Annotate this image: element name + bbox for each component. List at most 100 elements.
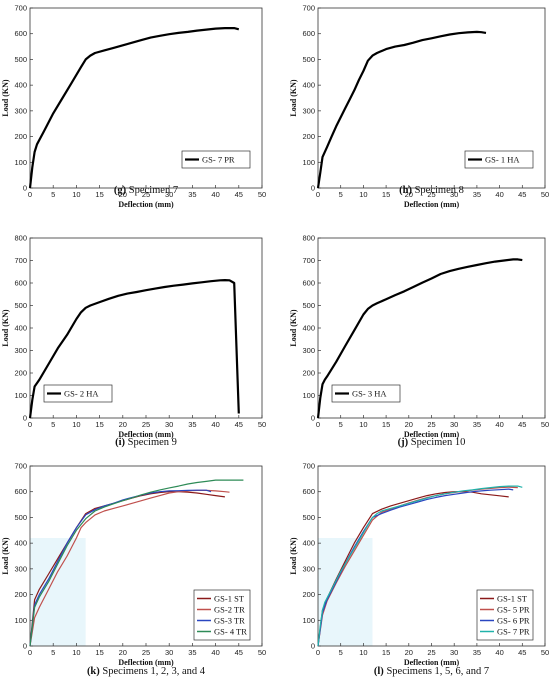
y-tick-label: 300 [14,106,27,115]
x-tick-label: 0 [316,648,320,657]
legend-box [43,384,113,403]
caption-text: Specimens 1, 5, 6, and 7 [383,666,490,677]
legend-entry: GS-1 ST [214,594,245,604]
caption-text: Specimens 1, 2, 3, and 4 [99,666,206,677]
x-tick-label: 45 [235,190,243,199]
x-axis-label: Deflection (mm) [404,200,460,209]
series-line-4 [29,479,244,647]
x-tick-label: 45 [235,420,243,429]
y-axis-label: Load (KN) [289,537,298,574]
x-tick-label: 50 [541,420,549,429]
caption-text: Specimen 10 [408,437,466,448]
caption-letter: (g) [113,185,127,196]
x-tick-label: 50 [258,420,266,429]
y-axis-label: Load (KN) [1,309,10,346]
x-tick-label: 10 [72,420,80,429]
x-tick-label: 20 [119,420,127,429]
x-tick-label: 25 [427,190,435,199]
highlight-band [318,538,373,646]
x-tick-label: 15 [95,648,103,657]
series-line-1 [28,27,240,189]
y-tick-label: 600 [302,487,315,496]
caption-letter: (j) [397,437,409,448]
x-tick-label: 45 [518,190,526,199]
y-tick-label: 600 [302,279,315,288]
x-tick-label: 50 [541,190,549,199]
x-tick-label: 0 [316,190,320,199]
y-tick-label: 600 [14,279,27,288]
legend-entry: GS-3 TR [214,616,245,626]
y-tick-label: 600 [14,29,27,38]
x-tick-label: 20 [405,648,413,657]
y-tick-label: 100 [302,158,315,167]
y-tick-label: 200 [302,132,315,141]
x-tick-label: 0 [28,420,32,429]
x-tick-label: 10 [359,420,367,429]
y-tick-label: 700 [14,256,27,265]
y-tick-label: 500 [302,301,315,310]
x-tick-label: 0 [316,420,320,429]
y-tick-label: 700 [14,4,27,13]
highlight-band [30,538,86,646]
y-tick-label: 400 [14,539,27,548]
x-tick-label: 45 [235,648,243,657]
caption-letter: (l) [373,666,384,677]
x-tick-label: 30 [165,648,173,657]
x-tick-label: 50 [541,648,549,657]
legend-entry: GS- 2 HA [64,389,99,399]
legend-entry: GS- 1 HA [485,155,520,165]
caption-letter: (i) [115,437,126,448]
y-tick-label: 100 [14,391,27,400]
x-axis-label: Deflection (mm) [118,430,174,439]
legend-entry: GS-1 ST [497,594,528,604]
y-tick-label: 0 [311,414,315,423]
panel-caption: (g) Specimen 7 [114,185,178,196]
x-tick-label: 15 [382,420,390,429]
x-tick-label: 40 [211,648,219,657]
y-tick-label: 500 [302,55,315,64]
x-tick-label: 15 [95,190,103,199]
series-line-1 [316,258,523,419]
x-tick-label: 5 [51,190,55,199]
legend: GS- 3 HA [331,384,401,403]
y-tick-label: 400 [14,324,27,333]
y-tick-label: 0 [23,642,27,651]
panel-caption: (h) Specimen 8 [399,185,464,196]
legend-entry: GS- 7 PR [202,155,235,165]
y-tick-label: 300 [302,564,315,573]
x-tick-label: 30 [450,648,458,657]
y-tick-label: 0 [23,184,27,193]
x-tick-label: 25 [427,420,435,429]
x-tick-label: 5 [339,420,343,429]
x-tick-label: 35 [188,190,196,199]
y-tick-label: 200 [302,590,315,599]
y-tick-label: 0 [311,642,315,651]
y-tick-label: 100 [302,616,315,625]
y-tick-label: 400 [14,81,27,90]
y-tick-label: 300 [14,564,27,573]
y-tick-label: 700 [302,256,315,265]
x-tick-label: 10 [72,190,80,199]
x-tick-label: 30 [450,420,458,429]
legend: GS- 1 HA [464,150,534,169]
caption-text: Specimen 7 [126,185,179,196]
x-tick-label: 45 [518,648,526,657]
legend-entry: GS-2 TR [214,605,245,615]
legend-box [464,150,534,169]
y-tick-label: 500 [302,513,315,522]
x-tick-label: 15 [382,648,390,657]
panel-caption: (j) Specimen 10 [398,437,466,448]
x-tick-label: 5 [51,648,55,657]
y-tick-label: 200 [14,590,27,599]
x-axis-label: Deflection (mm) [118,658,174,667]
x-tick-label: 5 [339,648,343,657]
series-line-1 [28,279,240,419]
x-tick-label: 40 [211,420,219,429]
x-tick-label: 40 [495,648,503,657]
y-axis-label: Load (KN) [1,79,10,116]
y-tick-label: 100 [14,616,27,625]
x-tick-label: 20 [119,190,127,199]
legend-entry: GS- 7 PR [497,627,530,637]
